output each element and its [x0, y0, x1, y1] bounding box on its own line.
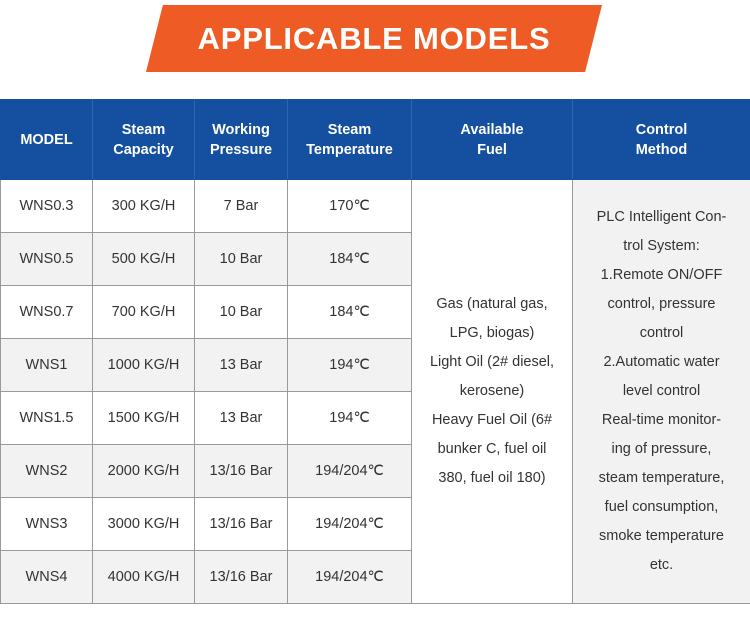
available-fuel-line: Gas (natural gas, [436, 296, 548, 312]
control-method-line: control, pressure [607, 296, 716, 312]
available-fuel-line: Light Oil (2# diesel, [429, 354, 555, 370]
table-header-row: MODEL Steam Capacity Working Pressure St… [0, 99, 750, 180]
control-method-line: PLC Intelligent Con- [596, 209, 727, 225]
table-row: WNS2 2000 KG/H 13/16 Bar 194/204℃ [0, 444, 750, 498]
cell-steam-temperature: 170℃ [287, 179, 412, 233]
column-header-control-method-line1: Control [635, 121, 688, 138]
cell-working-pressure: 13 Bar [194, 338, 288, 392]
available-fuel-line: LPG, biogas) [449, 325, 535, 341]
control-method-line: trol System: [623, 238, 700, 254]
table-row: WNS1 1000 KG/H 13 Bar 194℃ [0, 338, 750, 392]
table-header: MODEL Steam Capacity Working Pressure St… [0, 99, 750, 180]
cell-control-method: PLC Intelligent Con-trol System: 1.Remote… [572, 179, 750, 604]
table-body: WNS0.3 300 KG/H 7 Bar 170℃ Gas (natural gas,… [0, 179, 750, 604]
cell-steam-capacity: 2000 KG/H [92, 444, 195, 498]
column-header-steam-temperature-line2: Temperature [306, 141, 393, 158]
cell-steam-temperature: 194/204℃ [287, 550, 412, 604]
column-header-control-method: Control Method [572, 99, 750, 180]
cell-model: WNS2 [0, 444, 93, 498]
control-method-line: Real-time monitor- [601, 412, 722, 428]
specification-table: MODEL Steam Capacity Working Pressure St… [0, 99, 750, 604]
cell-model: WNS1 [0, 338, 93, 392]
available-fuel-line: bunker C, fuel oil [437, 441, 547, 457]
cell-steam-capacity: 500 KG/H [92, 232, 195, 286]
column-header-model-label: MODEL [20, 131, 73, 148]
cell-steam-capacity: 1500 KG/H [92, 391, 195, 445]
table-row: WNS3 3000 KG/H 13/16 Bar 194/204℃ [0, 497, 750, 551]
cell-steam-temperature: 194℃ [287, 338, 412, 392]
cell-steam-capacity: 700 KG/H [92, 285, 195, 339]
cell-working-pressure: 13/16 Bar [194, 497, 288, 551]
cell-model: WNS0.3 [0, 179, 93, 233]
banner-area: APPLICABLE MODELS [0, 0, 750, 92]
cell-working-pressure: 13/16 Bar [194, 444, 288, 498]
cell-model: WNS3 [0, 497, 93, 551]
specification-table-container: MODEL Steam Capacity Working Pressure St… [0, 99, 750, 604]
table-row: WNS4 4000 KG/H 13/16 Bar 194/204℃ [0, 550, 750, 604]
cell-steam-temperature: 184℃ [287, 232, 412, 286]
control-method-line: etc. [649, 557, 674, 573]
column-header-working-pressure-line2: Pressure [209, 141, 273, 158]
available-fuel-line: Heavy Fuel Oil (6# [431, 412, 553, 428]
column-header-available-fuel-line1: Available [460, 121, 524, 138]
control-method-line: fuel consumption, [604, 499, 719, 515]
column-header-steam-temperature: Steam Temperature [287, 99, 412, 180]
control-method-line: level control [622, 383, 701, 399]
cell-model: WNS4 [0, 550, 93, 604]
column-header-working-pressure: Working Pressure [194, 99, 288, 180]
cell-model: WNS0.5 [0, 232, 93, 286]
column-header-working-pressure-line1: Working [212, 121, 270, 138]
cell-steam-temperature: 194/204℃ [287, 444, 412, 498]
available-fuel-line: kerosene) [459, 383, 525, 399]
cell-model: WNS1.5 [0, 391, 93, 445]
cell-working-pressure: 13/16 Bar [194, 550, 288, 604]
column-header-steam-capacity-line1: Steam [121, 121, 166, 138]
cell-working-pressure: 7 Bar [194, 179, 288, 233]
banner-title: APPLICABLE MODELS [197, 21, 551, 56]
cell-steam-temperature: 184℃ [287, 285, 412, 339]
cell-working-pressure: 10 Bar [194, 232, 288, 286]
cell-model: WNS0.7 [0, 285, 93, 339]
table-row: WNS0.5 500 KG/H 10 Bar 184℃ [0, 232, 750, 286]
cell-steam-capacity: 1000 KG/H [92, 338, 195, 392]
column-header-steam-capacity-line2: Capacity [113, 141, 174, 158]
column-header-available-fuel: Available Fuel [411, 99, 573, 180]
column-header-model: MODEL [0, 99, 93, 180]
control-method-line: 2.Automatic water [603, 354, 720, 370]
applicable-models-banner: APPLICABLE MODELS [146, 5, 602, 72]
control-method-line: ing of pressure, [611, 441, 712, 457]
available-fuel-line: 380, fuel oil 180) [438, 470, 546, 486]
cell-steam-temperature: 194℃ [287, 391, 412, 445]
cell-steam-capacity: 4000 KG/H [92, 550, 195, 604]
control-method-line: smoke temperature [599, 528, 724, 544]
column-header-steam-temperature-line1: Steam [327, 121, 372, 138]
control-method-line: steam temperature, [598, 470, 725, 486]
cell-available-fuel: Gas (natural gas, LPG, biogas) Light Oil (… [411, 179, 573, 604]
table-row: WNS0.3 300 KG/H 7 Bar 170℃ Gas (natural gas,… [0, 179, 750, 604]
cell-steam-capacity: 3000 KG/H [92, 497, 195, 551]
cell-working-pressure: 13 Bar [194, 391, 288, 445]
cell-steam-temperature: 194/204℃ [287, 497, 412, 551]
table-row: WNS1.5 1500 KG/H 13 Bar 194℃ [0, 391, 750, 445]
column-header-steam-capacity: Steam Capacity [92, 99, 195, 180]
cell-working-pressure: 10 Bar [194, 285, 288, 339]
control-method-line: control [639, 325, 684, 341]
table-row: WNS0.7 700 KG/H 10 Bar 184℃ [0, 285, 750, 339]
cell-steam-capacity: 300 KG/H [92, 179, 195, 233]
column-header-available-fuel-line2: Fuel [477, 141, 507, 158]
column-header-control-method-line2: Method [635, 141, 688, 158]
control-method-line: 1.Remote ON/OFF [600, 267, 723, 283]
